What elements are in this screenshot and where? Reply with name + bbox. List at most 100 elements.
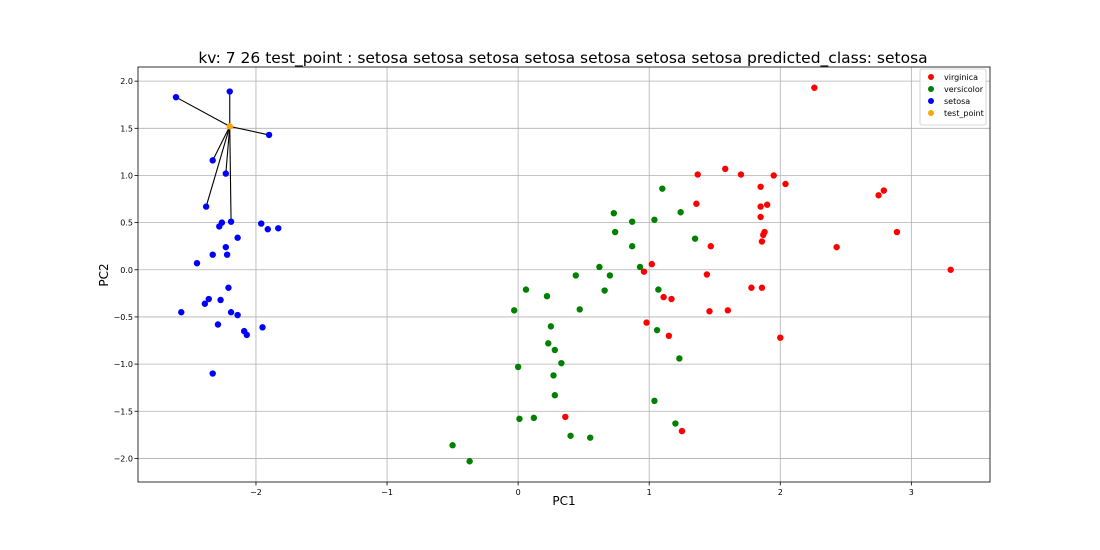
versicolor-point	[551, 392, 559, 399]
legend-marker	[928, 98, 934, 104]
legend-marker	[928, 110, 934, 116]
grid-lines	[138, 67, 990, 482]
setosa-point	[227, 309, 235, 316]
virginica-point	[737, 171, 745, 178]
versicolor-point	[653, 326, 661, 334]
versicolor-point	[466, 458, 473, 465]
versicolor-point	[543, 292, 551, 300]
virginica-point	[562, 413, 569, 421]
neighbor-line	[212, 126, 231, 161]
x-tick-label: −2	[250, 488, 262, 497]
virginica-point	[648, 260, 656, 268]
versicolor-point	[510, 307, 518, 314]
y-tick-label: −2.0	[114, 454, 133, 463]
x-tick-label: 1	[647, 488, 652, 497]
y-tick-label: −1.0	[114, 360, 133, 369]
plot-frame	[137, 66, 991, 483]
setosa-point	[201, 300, 209, 307]
virginica-point	[770, 172, 777, 179]
neighbor-lines	[175, 91, 270, 222]
setosa-point	[243, 331, 250, 339]
virginica-point	[757, 203, 764, 210]
setosa-point	[223, 251, 231, 258]
virginica-point	[782, 180, 789, 188]
x-tick-label: 3	[909, 488, 914, 497]
versicolor-point	[572, 272, 579, 279]
versicolor-point	[449, 442, 456, 449]
virginica-point	[833, 243, 840, 251]
setosa-point	[178, 309, 185, 316]
y-tick-label: −0.5	[114, 313, 133, 322]
virginica-point	[757, 213, 764, 221]
versicolor-point	[547, 323, 555, 330]
versicolor-point	[651, 397, 658, 405]
legend-box	[919, 68, 987, 126]
legend-entry-label: setosa	[944, 97, 970, 106]
setosa-point	[225, 284, 232, 291]
virginica-point	[678, 427, 686, 435]
virginica-point	[875, 192, 882, 199]
y-tick-label: 0.0	[120, 266, 133, 275]
versicolor-point	[606, 272, 614, 279]
versicolor-point	[514, 363, 522, 371]
neighbor-line	[229, 125, 270, 136]
virginica-point	[660, 293, 667, 301]
virginica-point	[693, 200, 700, 207]
setosa-point	[264, 226, 271, 233]
virginica-point	[665, 332, 673, 340]
y-tick-label: −1.5	[114, 407, 133, 416]
legend-entry-label: versicolor	[944, 85, 984, 94]
neighbor-line	[225, 126, 231, 174]
virginica-point	[694, 171, 701, 178]
setosa-point	[226, 88, 233, 95]
versicolor-point	[587, 434, 594, 441]
virginica-point	[758, 238, 766, 245]
virginica-point	[893, 228, 901, 236]
versicolor-point	[628, 243, 636, 250]
setosa-point	[217, 296, 224, 304]
virginica-point	[643, 319, 650, 326]
x-axis: −2 −1 0 1 2 3	[250, 482, 914, 497]
chart-title: kv: 7 26 test_point : setosa setosa seto…	[198, 49, 927, 68]
setosa-point	[234, 311, 241, 319]
legend-entry-label: virginica	[944, 73, 978, 82]
x-tick-label: 0	[516, 488, 521, 497]
versicolor-point	[567, 432, 574, 439]
versicolor-point	[551, 346, 559, 354]
versicolor-point	[672, 420, 679, 427]
versicolor-point	[659, 185, 666, 192]
setosa-point	[275, 225, 282, 232]
virginica-point	[947, 266, 954, 273]
legend-marker	[928, 86, 934, 92]
neighbor-line	[229, 126, 232, 222]
virginica-point	[757, 183, 764, 190]
neighbor-line	[205, 126, 231, 207]
neighbor-line	[175, 96, 231, 127]
virginica-point	[703, 271, 711, 278]
y-axis-label: PC2	[97, 263, 111, 286]
setosa-point	[216, 223, 223, 230]
virginica-point	[724, 307, 732, 314]
y-tick-label: 1.5	[120, 124, 133, 133]
virginica-point	[763, 201, 771, 208]
test-point-point	[226, 123, 233, 130]
virginica-point	[758, 284, 766, 291]
versicolor-point	[516, 415, 523, 423]
versicolor-point	[677, 209, 684, 216]
setosa-point	[265, 131, 273, 139]
versicolor-point	[550, 372, 557, 379]
virginica-point	[777, 334, 784, 341]
setosa-point	[222, 243, 230, 251]
virginica-point	[722, 165, 729, 173]
setosa-point	[214, 321, 222, 328]
versicolor-point	[601, 287, 608, 294]
versicolor-point	[610, 209, 618, 217]
virginica-point	[706, 308, 713, 315]
versicolor-point	[636, 263, 644, 271]
setosa-point	[205, 295, 212, 303]
x-tick-label: −1	[381, 488, 393, 497]
y-tick-label: 2.0	[120, 77, 133, 86]
versicolor-point	[596, 263, 603, 271]
y-tick-label: 0.5	[120, 219, 133, 228]
